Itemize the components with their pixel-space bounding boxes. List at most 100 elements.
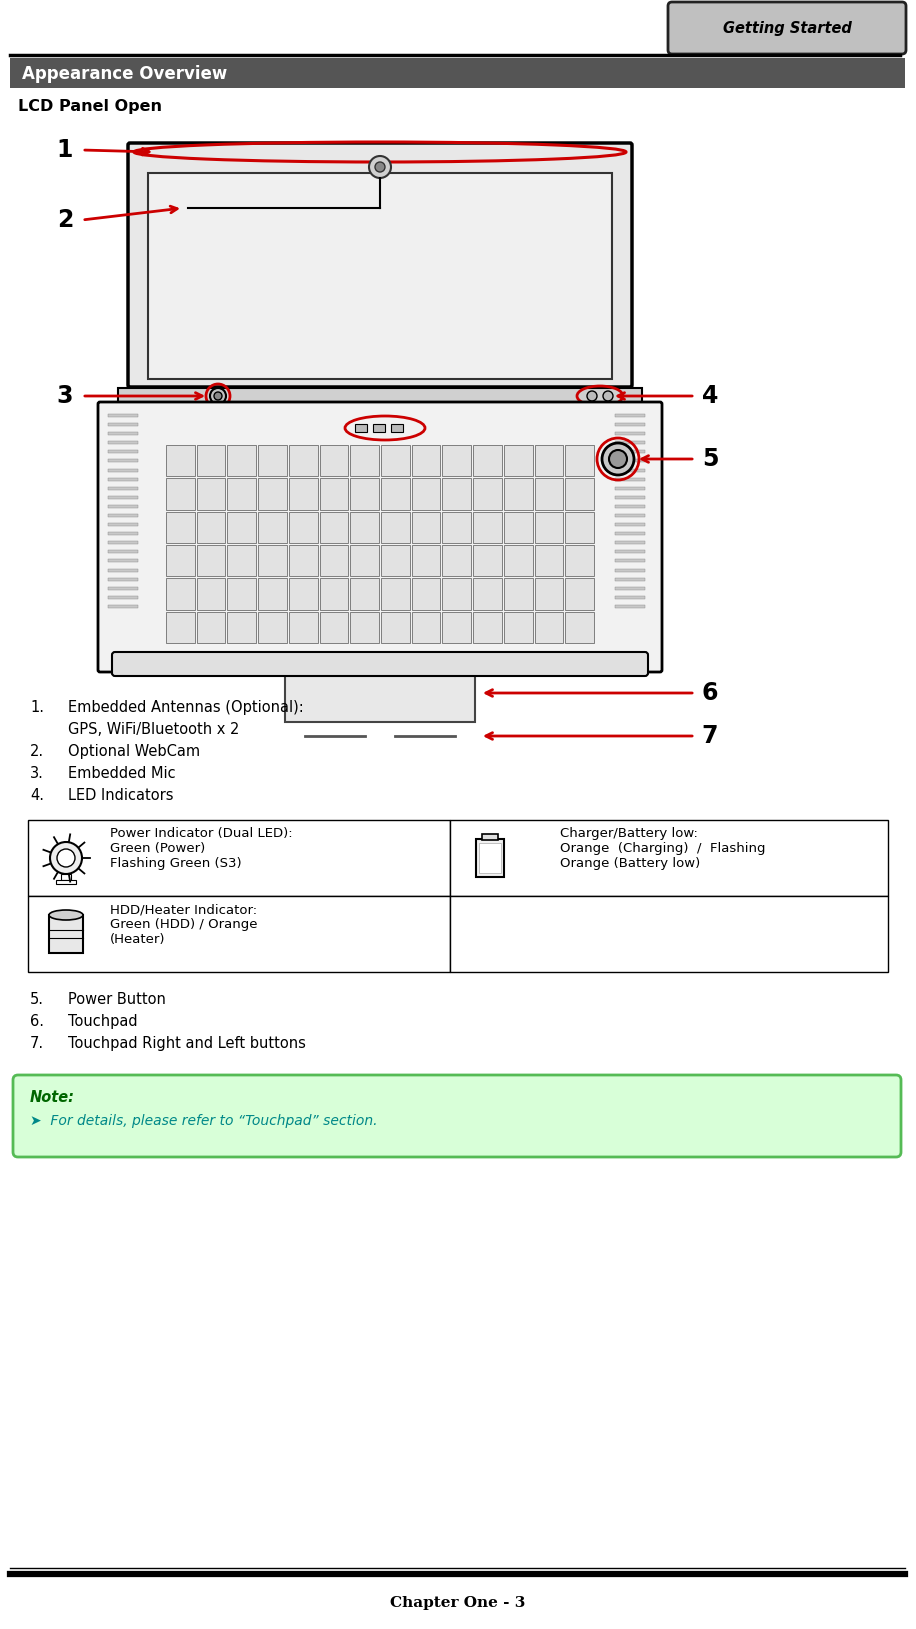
Bar <box>108 559 138 562</box>
FancyBboxPatch shape <box>668 2 906 54</box>
Bar <box>565 479 594 510</box>
Bar <box>615 541 645 544</box>
Text: LCD Panel Open: LCD Panel Open <box>18 98 162 114</box>
Text: Touchpad Right and Left buttons: Touchpad Right and Left buttons <box>68 1036 306 1051</box>
Bar <box>227 479 256 510</box>
Bar <box>108 450 138 453</box>
Text: Getting Started: Getting Started <box>723 21 852 36</box>
Bar <box>474 512 502 542</box>
Bar <box>320 578 348 609</box>
Bar <box>411 578 441 609</box>
Bar <box>258 479 287 510</box>
Text: ➤  For details, please refer to “Touchpad” section.: ➤ For details, please refer to “Touchpad… <box>30 1114 377 1127</box>
Bar <box>535 578 563 609</box>
Text: 4.: 4. <box>30 788 44 803</box>
Bar <box>166 479 195 510</box>
Bar <box>535 445 563 476</box>
Bar <box>108 533 138 536</box>
Text: LED Indicators: LED Indicators <box>68 788 173 803</box>
Bar <box>320 512 348 542</box>
Bar <box>615 523 645 526</box>
Bar <box>258 578 287 609</box>
Bar <box>148 173 612 380</box>
Bar <box>289 611 318 643</box>
Text: 1.: 1. <box>30 700 44 715</box>
Bar <box>450 896 888 973</box>
Bar <box>474 546 502 577</box>
Bar <box>615 559 645 562</box>
FancyBboxPatch shape <box>128 143 632 388</box>
Text: GPS, WiFi/Bluetooth x 2: GPS, WiFi/Bluetooth x 2 <box>68 722 239 736</box>
Text: Optional WebCam: Optional WebCam <box>68 744 200 759</box>
Bar <box>615 414 645 417</box>
Bar <box>350 445 379 476</box>
Bar <box>320 611 348 643</box>
Text: Appearance Overview: Appearance Overview <box>22 65 227 83</box>
Bar <box>442 512 471 542</box>
Bar <box>535 611 563 643</box>
Bar <box>61 875 71 880</box>
Bar <box>615 487 645 490</box>
Bar <box>504 611 532 643</box>
Bar <box>381 578 409 609</box>
Bar <box>355 424 367 432</box>
Bar <box>197 578 225 609</box>
Text: Charger/Battery low:
Orange  (Charging)  /  Flashing
Orange (Battery low): Charger/Battery low: Orange (Charging) /… <box>560 828 766 870</box>
Text: 4: 4 <box>702 384 718 407</box>
Bar <box>411 512 441 542</box>
Bar <box>442 445 471 476</box>
Bar <box>320 479 348 510</box>
Bar <box>108 515 138 516</box>
Circle shape <box>609 450 627 468</box>
Bar <box>411 479 441 510</box>
Bar <box>166 512 195 542</box>
Bar <box>258 445 287 476</box>
Bar <box>289 546 318 577</box>
Circle shape <box>602 443 634 476</box>
Bar <box>108 523 138 526</box>
Bar <box>615 551 645 554</box>
Bar <box>381 546 409 577</box>
Bar <box>197 512 225 542</box>
Text: 2: 2 <box>57 209 73 231</box>
Bar <box>108 596 138 599</box>
Bar <box>504 578 532 609</box>
Text: 7: 7 <box>702 723 718 748</box>
Text: Chapter One - 3: Chapter One - 3 <box>390 1596 526 1609</box>
Bar <box>381 479 409 510</box>
Bar <box>504 546 532 577</box>
Text: 6: 6 <box>702 681 718 705</box>
Bar <box>411 546 441 577</box>
Bar <box>108 569 138 572</box>
Bar <box>227 578 256 609</box>
Bar <box>108 541 138 544</box>
FancyBboxPatch shape <box>98 402 662 673</box>
Bar <box>166 546 195 577</box>
Bar <box>474 611 502 643</box>
Bar <box>450 819 888 896</box>
Bar <box>227 512 256 542</box>
Bar <box>615 578 645 580</box>
Bar <box>289 578 318 609</box>
Bar <box>197 445 225 476</box>
Bar <box>474 445 502 476</box>
Text: Embedded Mic: Embedded Mic <box>68 766 176 780</box>
Bar <box>615 515 645 516</box>
Bar <box>108 604 138 608</box>
Circle shape <box>375 161 385 173</box>
Bar <box>108 487 138 490</box>
Bar <box>108 414 138 417</box>
Bar <box>108 578 138 580</box>
Bar <box>108 469 138 471</box>
Bar <box>108 495 138 498</box>
Bar <box>373 424 385 432</box>
Text: Power Indicator (Dual LED):
Green (Power)
Flashing Green (S3): Power Indicator (Dual LED): Green (Power… <box>110 828 292 870</box>
Bar <box>615 569 645 572</box>
Bar <box>350 546 379 577</box>
Bar <box>565 546 594 577</box>
Text: 1: 1 <box>57 138 73 161</box>
Ellipse shape <box>49 911 83 920</box>
Bar <box>615 505 645 508</box>
Bar <box>197 611 225 643</box>
Text: 3: 3 <box>57 384 73 407</box>
